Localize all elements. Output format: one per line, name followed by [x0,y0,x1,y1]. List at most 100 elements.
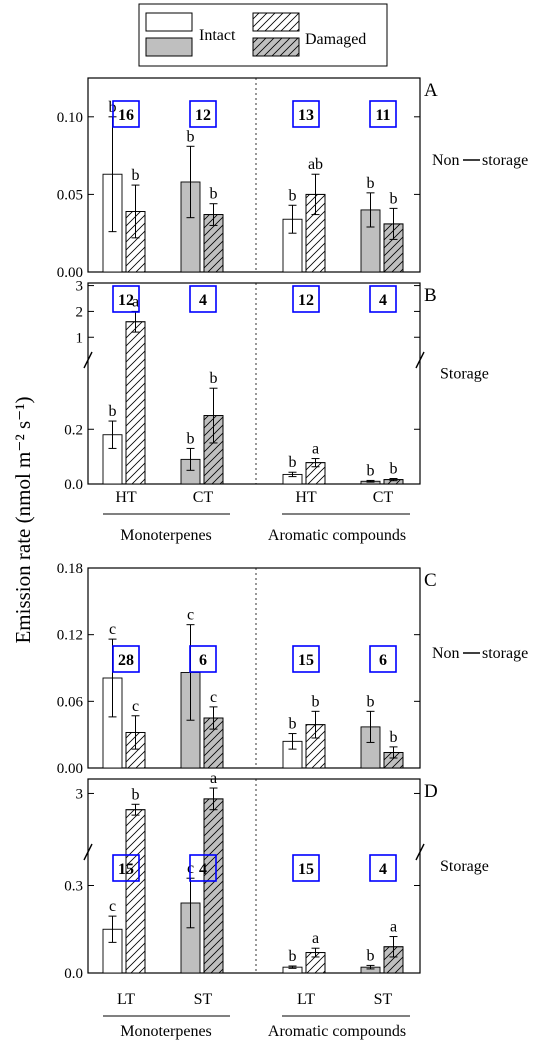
significance-letter: b [367,693,375,710]
sample-size-number: 11 [375,107,390,124]
sample-size-number: 4 [379,292,387,309]
sample-size-box [189,285,217,313]
panel-label: A [424,80,438,101]
sample-size-number: 28 [118,652,134,669]
panel-label: D [424,781,438,802]
significance-letter: b [289,454,297,471]
panel-label: B [424,285,437,306]
legend-swatch-intact-white [145,12,193,32]
panel-frame [87,778,421,974]
significance-letter: a [210,770,217,787]
significance-letter: b [109,403,117,420]
significance-letter: b [187,430,195,447]
legend-intact-label: Intact [199,27,236,44]
x-cat-top-3: HT [295,489,317,506]
top-x-axis-labels: HT CT HT CT Monoterpenes Aromatic compou… [103,489,410,544]
significance-letter: c [132,698,139,715]
significance-letter: b [289,716,297,733]
panel-frame [87,77,421,273]
x-cat-bottom-3: LT [297,991,315,1008]
legend-damaged-label: Damaged [305,31,366,48]
axis-break-mark [415,351,425,369]
significance-letter: b [210,186,218,203]
bar-hatch [125,321,146,485]
y-tick-label: 0.00 [57,761,83,777]
significance-letter: c [109,621,116,638]
panel-frame [87,567,421,769]
significance-letter: b [312,693,320,710]
significance-letter: b [390,190,398,207]
group-label-top-left: Monoterpenes [120,527,212,544]
significance-letter: c [109,898,116,915]
side-label-prefix: Non [432,645,460,662]
sample-size-number: 6 [379,652,387,669]
legend-swatch-damaged-white [252,12,300,32]
sample-size-number: 13 [298,107,314,124]
group-label-bottom-left: Monoterpenes [120,1023,212,1040]
significance-letter: b [367,175,375,192]
x-cat-top-1: HT [115,489,137,506]
sample-size-box [189,645,217,673]
significance-letter: b [367,947,375,964]
legend-swatch-damaged-gray-hatch [253,38,299,56]
significance-letter: a [312,441,319,458]
sample-size-box [292,285,320,313]
y-tick-label: 0.0 [64,966,83,982]
sample-size-number: 15 [298,861,314,878]
side-label: Storage [440,858,489,875]
side-label: Storage [440,366,489,383]
side-label-prefix: Non [432,152,460,169]
sample-size-box [189,100,217,128]
sample-size-box [292,854,320,882]
y-tick-label: 0.2 [64,422,83,438]
side-label-suffix: storage [482,152,528,169]
y-tick-label: 0.00 [57,265,83,281]
sample-size-box [292,645,320,673]
y-tick-label: 0.12 [57,628,83,644]
side-label-suffix: storage [482,645,528,662]
legend: Intact Damaged [138,3,388,67]
significance-letter: a [390,919,397,936]
sample-size-box [292,100,320,128]
axis-break-mark [83,351,93,369]
y-tick-label: 0.3 [64,879,83,895]
sample-size-number: 12 [195,107,211,124]
y-tick-label: 0.0 [64,477,83,493]
group-label-bottom-right: Aromatic compounds [268,1023,406,1040]
sample-size-number: 15 [118,861,134,878]
x-cat-bottom-1: LT [117,991,135,1008]
y-axis-title: Emission rate (nmol m⁻² s⁻¹) [11,396,35,643]
x-cat-top-4: CT [373,489,394,506]
sample-size-box [189,854,217,882]
sample-size-box [112,854,140,882]
sample-size-number: 12 [118,292,134,309]
significance-letter: b [132,786,140,803]
axis-break-mark [415,843,425,861]
significance-letter: b [390,729,398,746]
significance-letter: b [390,461,398,478]
significance-letter: b [187,128,195,145]
x-cat-bottom-2: ST [194,991,213,1008]
significance-letter: b [132,167,140,184]
sample-size-number: 4 [379,861,387,878]
significance-letter: b [289,948,297,965]
sample-size-box [369,285,397,313]
sample-size-box [369,645,397,673]
y-tick-label: 3 [76,279,84,295]
y-tick-label: 2 [76,304,84,320]
significance-letter: c [187,607,194,624]
panel-frame [87,282,421,485]
x-cat-top-2: CT [193,489,214,506]
sample-size-number: 12 [298,292,314,309]
sample-size-number: 4 [199,292,207,309]
bar-hatch [125,809,146,974]
y-tick-label: 0.06 [57,694,84,710]
legend-swatch-intact-gray [145,37,193,57]
group-label-top-right: Aromatic compounds [268,527,406,544]
sample-size-box [112,285,140,313]
